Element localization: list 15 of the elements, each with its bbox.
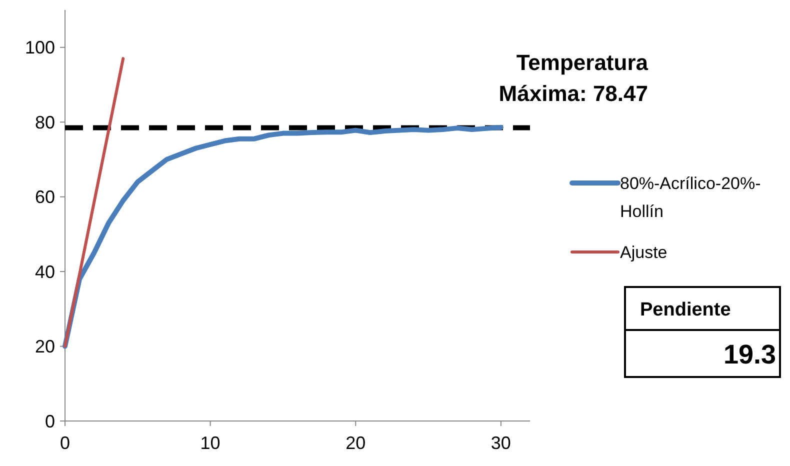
x-tick-label: 0 xyxy=(60,433,70,453)
y-tick-label: 0 xyxy=(44,411,55,432)
legend-label: Ajuste xyxy=(620,242,668,262)
y-tick-label: 80 xyxy=(34,112,55,132)
ref-line-label: Temperatura Máxima: 78.47 xyxy=(498,50,649,106)
y-tick-label: 20 xyxy=(34,336,55,357)
x-tick-label: 10 xyxy=(200,433,220,453)
x-tick-label: 30 xyxy=(490,433,511,453)
y-tick-label: 40 xyxy=(34,262,55,282)
text: Pendiente xyxy=(640,300,731,321)
text: 19.3 xyxy=(723,339,776,370)
y-tick-label: 100 xyxy=(24,38,55,58)
legend-label: 80%-Acrílico-20%-Hollín xyxy=(620,174,761,221)
x-tick-label: 20 xyxy=(346,433,366,453)
y-tick-label: 60 xyxy=(34,187,55,208)
